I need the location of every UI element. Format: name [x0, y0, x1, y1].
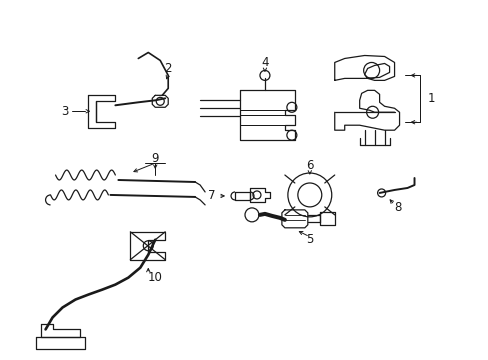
Text: 3: 3 [61, 105, 68, 118]
Text: 5: 5 [305, 233, 313, 246]
Text: 6: 6 [305, 158, 313, 172]
Text: 10: 10 [147, 271, 163, 284]
Text: 1: 1 [427, 92, 434, 105]
Text: 4: 4 [261, 56, 268, 69]
Text: 7: 7 [207, 189, 215, 202]
Text: 9: 9 [151, 152, 159, 165]
Text: 2: 2 [164, 62, 172, 75]
Text: 8: 8 [393, 201, 401, 215]
